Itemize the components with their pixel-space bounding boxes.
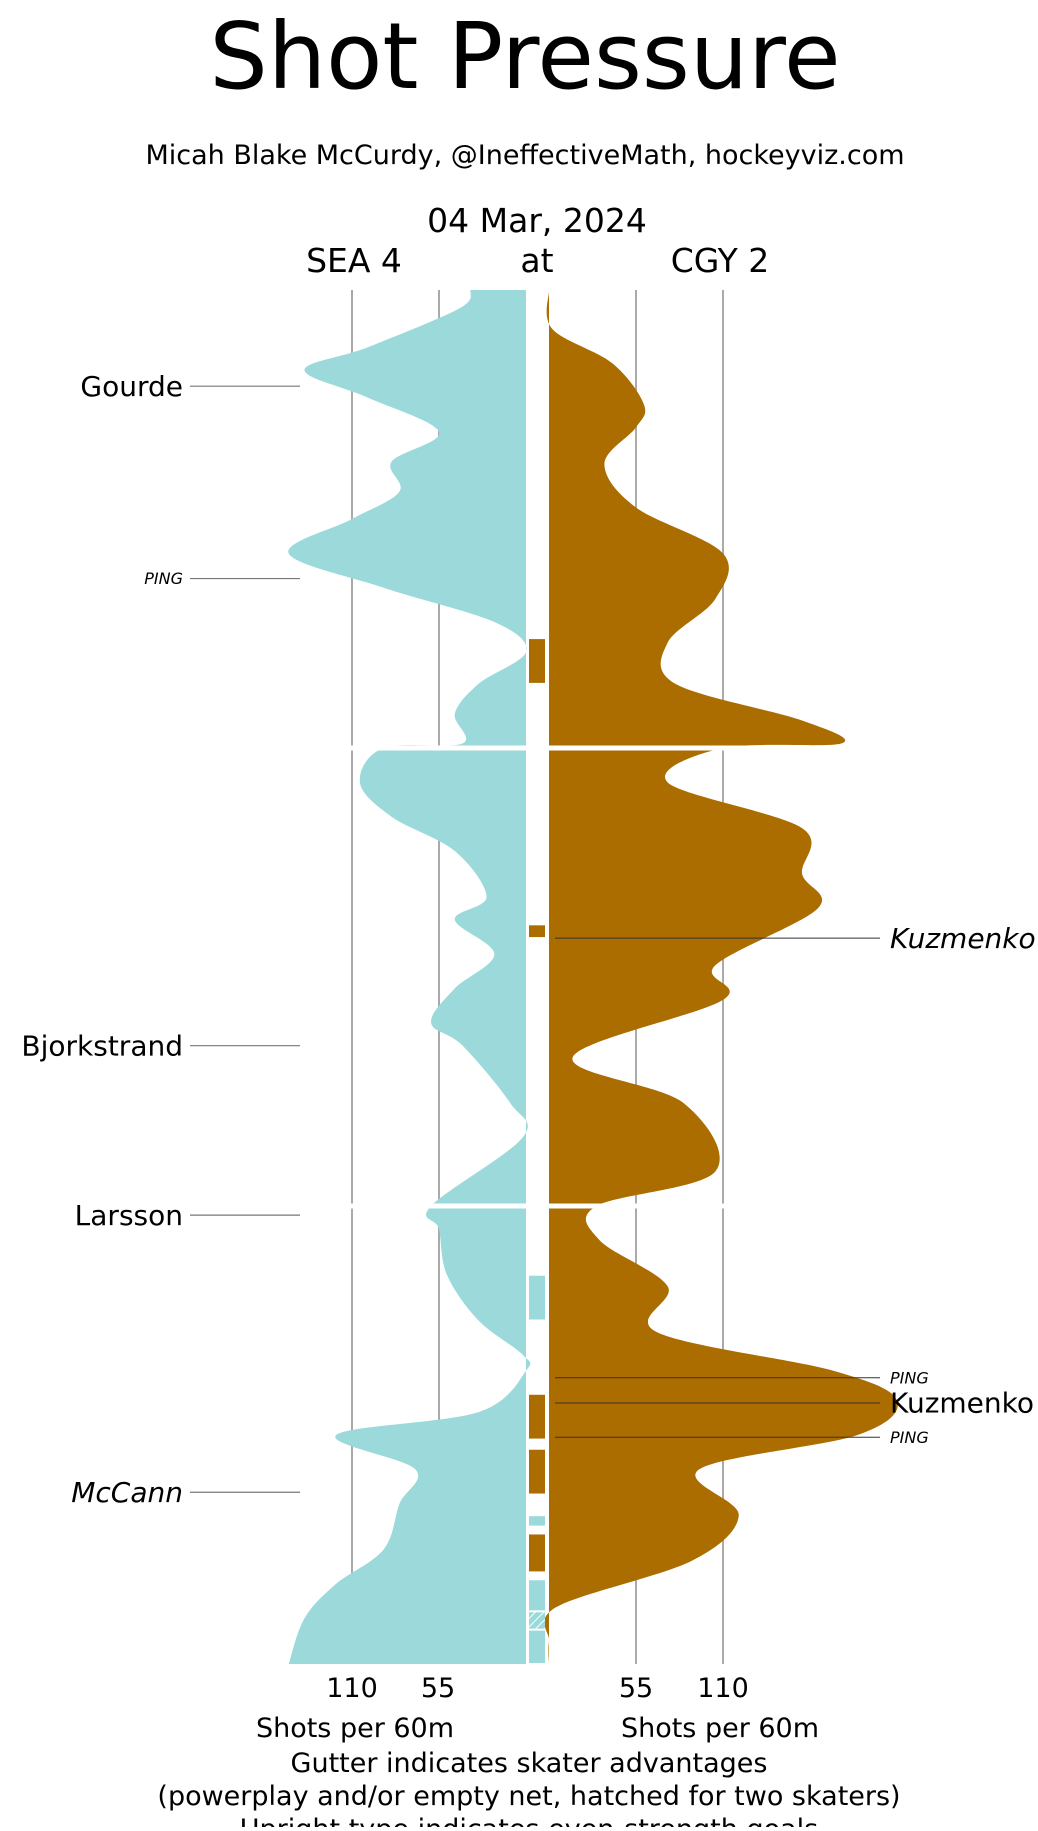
powerplay-gutter [529,639,545,1663]
away-tick-55: 55 [421,1673,455,1704]
away-goal-3-label: Bjorkstrand [21,1030,183,1063]
away-goal-2-label: PING [144,569,183,588]
period-break-2 [300,1203,780,1209]
home-team-label: CGY 2 [671,241,770,280]
period-breaks [300,745,780,1209]
game-date: 04 Mar, 2024 [427,201,647,240]
away-pressure-area [288,290,531,1664]
gutter-powerplay-10 [529,1630,545,1663]
chart-title: Shot Pressure [209,3,840,110]
home-goal-4-label: PING [890,1428,929,1447]
pressure-areas [288,290,898,1664]
at-label: at [520,241,553,280]
away-axis-unit: Shots per 60m [256,1713,454,1744]
away-goal-1-label: Gourde [80,370,183,403]
gutter-powerplay-5 [529,1449,545,1494]
home-goal-1-label: Kuzmenko [890,922,1036,955]
away-tick-110: 110 [326,1673,378,1704]
footnote-line-1: Gutter indicates skater advantages [291,1748,768,1779]
gutter-powerplay-2 [529,925,545,938]
footnote-line-3: Upright type indicates even-strength goa… [240,1814,818,1827]
away-goal-4-label: Larsson [75,1199,183,1232]
goal-annotations: GourdePINGKuzmenkoBjorkstrandLarssonPING… [21,370,1035,1509]
footnote-line-2: (powerplay and/or empty net, hatched for… [157,1781,900,1812]
gutter-powerplay-1 [529,639,545,683]
gutter-powerplay-4 [529,1394,545,1439]
chart-byline: Micah Blake McCurdy, @IneffectiveMath, h… [145,140,904,171]
period-break-1 [300,745,780,751]
home-pressure-area [544,290,898,1664]
gutter-powerplay-3 [529,1275,545,1320]
home-tick-55: 55 [619,1673,653,1704]
gutter-powerplay-7 [529,1534,545,1572]
gutter-powerplay-8 [529,1580,545,1611]
gutter-powerplay-9 [529,1612,545,1629]
away-team-label: SEA 4 [306,241,402,280]
gutter-powerplay-6 [529,1516,545,1526]
home-tick-110: 110 [697,1673,749,1704]
away-goal-5-label: McCann [71,1476,183,1509]
home-goal-3-label: Kuzmenko [890,1387,1034,1420]
home-goal-2-label: PING [890,1368,929,1387]
home-axis-unit: Shots per 60m [621,1713,819,1744]
